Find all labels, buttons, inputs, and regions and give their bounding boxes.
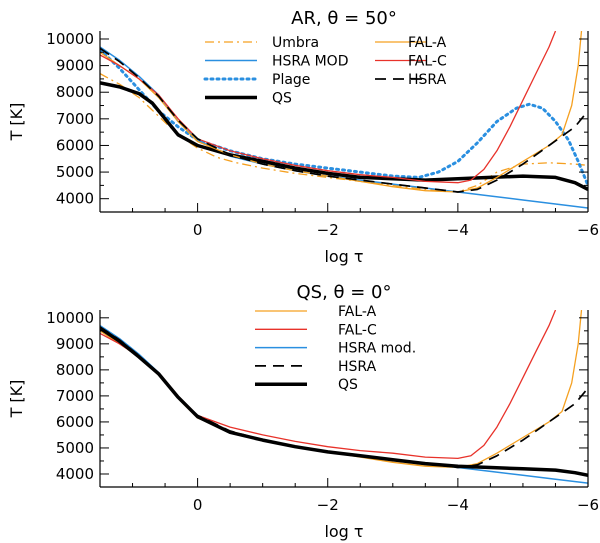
panel-2-legend-label-fal-c: FAL-C bbox=[338, 322, 377, 338]
panel-2-legend-label-hsra-mod: HSRA mod. bbox=[338, 341, 416, 357]
panel-2-ytick-label: 10000 bbox=[46, 309, 94, 327]
panel-1-series-qs bbox=[100, 81, 588, 191]
panel-1-ytick-label: 8000 bbox=[56, 83, 94, 101]
panel-2-legend-label-qs: QS bbox=[338, 377, 358, 393]
panel-2-ytick-label: 8000 bbox=[56, 361, 94, 379]
panel-2-legend-label-fal-a: FAL-A bbox=[338, 304, 377, 320]
panel-2-ytick-label: 6000 bbox=[56, 413, 94, 431]
panel-1-chart: 4000 5000 6000 7000 8000 9000 10000 0 −2 −4 −6 AR, … bbox=[7, 8, 599, 266]
panel-1-legend-label-fal-a: FAL-A bbox=[408, 35, 447, 51]
panel-1-ytick-label: 7000 bbox=[56, 110, 94, 128]
panel-1-xlabel: log τ bbox=[324, 247, 363, 266]
panel-1-legend: Umbra HSRA MOD Plage QS FAL-A FAL-C HSRA bbox=[203, 35, 447, 107]
panel-1-ytick-label: 5000 bbox=[56, 163, 94, 181]
panel-2-legend-label-hsra: HSRA bbox=[338, 359, 377, 375]
panel-1-ytick-label: 6000 bbox=[56, 136, 94, 154]
panel-2-ylabel: T [K] bbox=[7, 380, 26, 419]
panel-2-ytick-label: 5000 bbox=[56, 439, 94, 457]
panel-1-xtick-label: −2 bbox=[317, 221, 339, 239]
panel-2-ytick-label: 7000 bbox=[56, 387, 94, 405]
panel-1-ytick-label: 9000 bbox=[56, 57, 94, 75]
panel-1-xtick-label: −4 bbox=[447, 221, 469, 239]
panel-1-legend-label-qs: QS bbox=[272, 91, 292, 107]
panel-1-series-plage bbox=[100, 48, 588, 187]
panel-1-series-hsra bbox=[100, 47, 588, 193]
panel-1-legend-label-hsra-mod: HSRA MOD bbox=[272, 54, 348, 70]
panel-2-ytick-label: 9000 bbox=[56, 335, 94, 353]
panel-2-series-group bbox=[100, 310, 588, 484]
panel-2-chart: 4000 5000 6000 7000 8000 9000 10000 0 −2 −4 −6 QS, … bbox=[7, 282, 599, 541]
panel-2-xlabel: log τ bbox=[324, 522, 363, 541]
panel-1-legend-label-umbra: Umbra bbox=[272, 35, 319, 51]
panel-2-ytick-label: 4000 bbox=[56, 465, 94, 483]
panel-1-title: AR, θ = 50° bbox=[291, 8, 397, 29]
panel-2-xtick-label: 0 bbox=[193, 496, 203, 514]
panel-1-series-fal-c bbox=[100, 31, 557, 184]
panel-2-xtick-label: −6 bbox=[577, 496, 599, 514]
panel-1-ylabel: T [K] bbox=[7, 103, 26, 142]
panel-1-xtick-label: −6 bbox=[577, 221, 599, 239]
panel-1-ytick-label: 10000 bbox=[46, 30, 94, 48]
panel-2-series-qs bbox=[100, 326, 588, 478]
panel-1-ytick-label: 4000 bbox=[56, 190, 94, 208]
panel-2-legend: FAL-A FAL-C HSRA mod. HSRA QS bbox=[255, 304, 416, 393]
panel-2-xtick-label: −2 bbox=[317, 496, 339, 514]
panel-1-series-group bbox=[100, 31, 588, 209]
panel-2-title: QS, θ = 0° bbox=[296, 282, 391, 303]
panel-1-xtick-label: 0 bbox=[193, 221, 203, 239]
panel-1-legend-label-hsra: HSRA bbox=[408, 72, 447, 88]
panel-1-legend-label-fal-c: FAL-C bbox=[408, 54, 447, 70]
panel-1-legend-label-plage: Plage bbox=[272, 72, 310, 88]
panel-2-xtick-label: −4 bbox=[447, 496, 469, 514]
